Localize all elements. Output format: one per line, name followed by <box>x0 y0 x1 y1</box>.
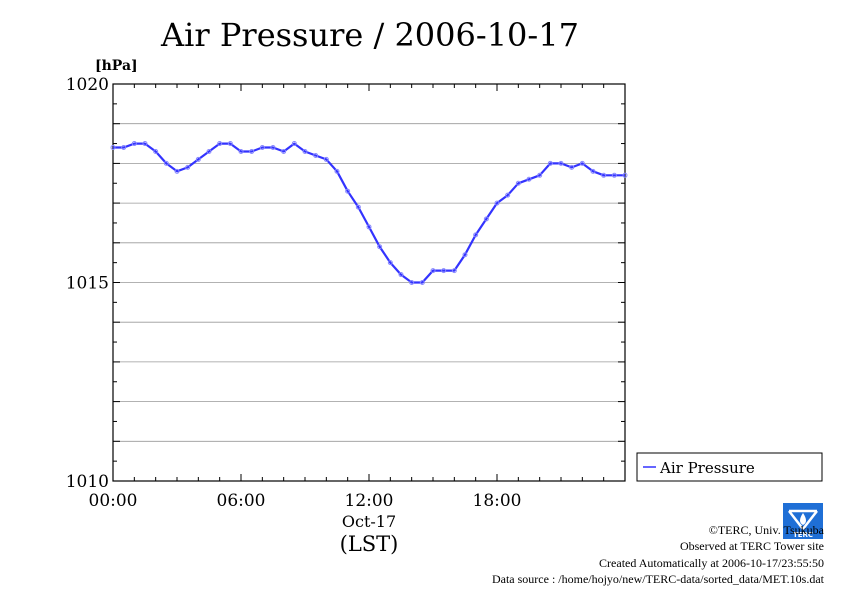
data-point <box>387 260 393 266</box>
data-point <box>409 280 415 285</box>
y-axis-unit-label: [hPa] <box>95 58 138 74</box>
data-point <box>611 172 617 178</box>
data-point <box>419 280 425 285</box>
data-point <box>217 141 223 147</box>
data-point <box>259 145 265 151</box>
data-point <box>302 148 308 154</box>
data-point <box>451 268 457 274</box>
data-point <box>526 176 532 182</box>
data-point <box>270 145 276 151</box>
chart-title: Air Pressure / 2006-10-17 <box>160 16 579 54</box>
data-point <box>153 148 159 154</box>
data-point <box>323 156 329 162</box>
data-point <box>558 160 564 166</box>
data-point <box>494 200 500 206</box>
data-point <box>355 204 361 210</box>
data-point <box>430 268 436 274</box>
x-axis-timezone-label: (LST) <box>340 532 399 556</box>
terc-logo: TERC <box>783 503 823 539</box>
data-point <box>569 164 575 170</box>
data-point <box>622 172 628 178</box>
created-timestamp-text: Created Automatically at 2006-10-17/23:5… <box>599 556 824 570</box>
data-point <box>366 224 372 230</box>
data-point <box>334 168 340 174</box>
observed-site-text: Observed at TERC Tower site <box>679 539 824 553</box>
x-tick-label: 06:00 <box>217 491 266 511</box>
y-tick-label: 1010 <box>66 472 109 492</box>
legend-label: Air Pressure <box>659 459 755 477</box>
data-point <box>505 192 511 198</box>
data-point <box>281 148 287 154</box>
data-point <box>377 244 383 250</box>
data-point <box>441 268 447 274</box>
data-point <box>163 160 169 166</box>
x-axis-ticks: 00:00 06:00 12:00 18:00 <box>89 84 626 511</box>
logo-text: TERC <box>793 531 813 539</box>
y-tick-label: 1015 <box>66 274 109 294</box>
data-point <box>515 180 521 186</box>
legend: Air Pressure <box>636 452 823 482</box>
data-point <box>131 141 137 147</box>
data-point <box>195 156 201 162</box>
data-point <box>313 152 319 158</box>
data-point <box>174 168 180 174</box>
data-source-text: Data source : /home/hojyo/new/TERC-data/… <box>491 572 824 586</box>
data-point <box>249 148 255 154</box>
data-point <box>483 216 489 222</box>
data-point <box>185 164 191 170</box>
data-point <box>110 145 116 151</box>
data-point <box>206 148 212 154</box>
data-point <box>121 145 127 151</box>
data-point <box>579 160 585 166</box>
legend-box <box>636 452 823 482</box>
data-point <box>473 232 479 238</box>
copyright-text: ©TERC, Univ. Tsukuba <box>708 523 824 537</box>
series-air-pressure <box>110 141 628 285</box>
series-line <box>113 142 625 284</box>
data-point <box>345 188 351 194</box>
data-point <box>601 172 607 178</box>
x-tick-label: 18:00 <box>473 491 522 511</box>
data-point <box>227 141 233 147</box>
data-point <box>547 160 553 166</box>
x-axis-date-label: Oct-17 <box>342 512 396 531</box>
y-axis-ticks: 1010 1015 1020 <box>66 75 625 492</box>
data-point <box>590 168 596 174</box>
y-tick-label: 1020 <box>66 75 109 95</box>
data-point <box>398 272 404 278</box>
grid-lines <box>113 123 625 442</box>
x-tick-label: 12:00 <box>345 491 394 511</box>
data-point <box>462 252 468 258</box>
data-point <box>238 148 244 154</box>
data-point <box>291 141 297 147</box>
data-point <box>537 172 543 178</box>
data-point <box>142 141 148 147</box>
x-tick-label: 00:00 <box>89 491 138 511</box>
